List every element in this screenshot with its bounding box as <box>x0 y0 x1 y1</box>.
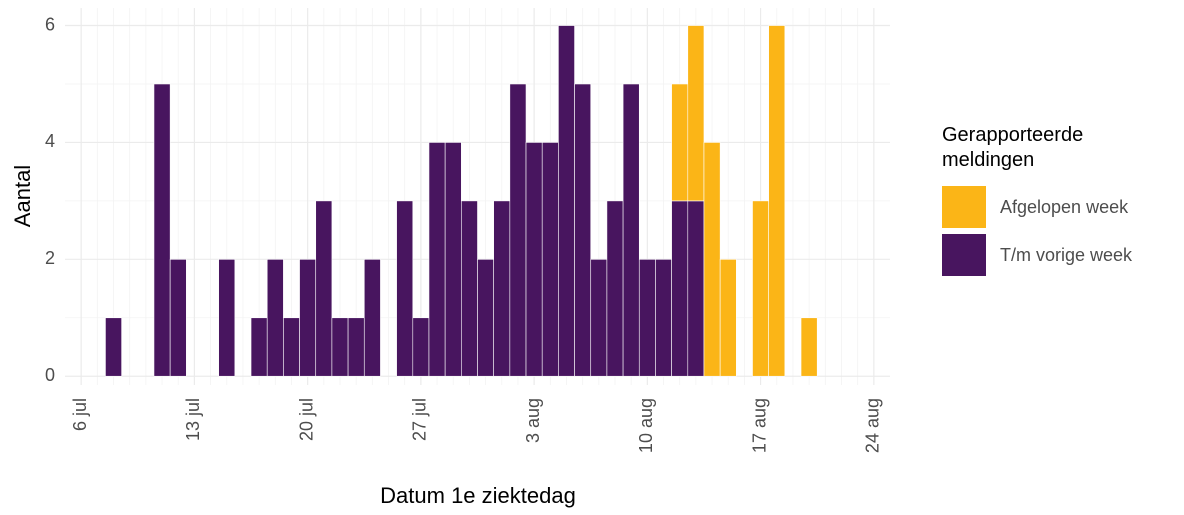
bar <box>266 259 284 377</box>
bar <box>315 200 333 377</box>
bar <box>444 142 462 377</box>
legend-key <box>942 186 986 228</box>
x-tick-label: 24 aug <box>863 398 883 453</box>
bar <box>655 259 672 377</box>
bar <box>169 259 187 377</box>
bar <box>671 200 689 377</box>
y-tick-label: 6 <box>45 14 55 34</box>
bar <box>428 142 446 377</box>
bar <box>153 83 171 377</box>
legend-label: Afgelopen week <box>1000 197 1129 217</box>
bar <box>768 25 786 377</box>
x-tick-label: 6 jul <box>70 398 90 431</box>
bar <box>412 317 430 377</box>
bar <box>493 200 511 377</box>
legend-title: Gerapporteerde meldingen <box>942 124 1083 171</box>
bar <box>105 317 122 377</box>
bar <box>590 259 608 377</box>
bar <box>347 317 365 377</box>
bar <box>331 317 349 377</box>
y-tick-label: 2 <box>45 248 55 268</box>
bar <box>574 83 592 377</box>
bar <box>541 142 559 377</box>
bar <box>525 142 543 377</box>
legend-key <box>942 234 986 276</box>
bar <box>396 200 414 377</box>
bar <box>363 259 381 377</box>
bar <box>509 83 527 377</box>
x-tick-label: 27 jul <box>410 398 430 441</box>
bar <box>283 317 300 377</box>
y-axis-title: Aantal <box>10 165 35 227</box>
bar <box>477 259 494 377</box>
bar <box>671 83 689 202</box>
bar <box>752 200 769 377</box>
bar <box>800 317 818 377</box>
bar <box>687 200 705 377</box>
bar <box>622 83 640 377</box>
y-tick-label: 4 <box>45 131 55 151</box>
x-tick-label: 13 jul <box>183 398 203 441</box>
bar <box>461 200 478 377</box>
bar <box>719 259 737 377</box>
x-tick-label: 3 aug <box>523 398 543 443</box>
bar <box>250 317 268 377</box>
x-tick-label: 20 jul <box>296 398 316 441</box>
y-tick-label: 0 <box>45 365 55 385</box>
x-tick-label: 17 aug <box>749 398 769 453</box>
bar <box>703 142 721 377</box>
legend-label: T/m vorige week <box>1000 245 1133 265</box>
bar <box>299 259 317 377</box>
bar <box>606 200 624 377</box>
bar <box>638 259 656 377</box>
x-tick-label: 10 aug <box>636 398 656 453</box>
bar <box>558 25 575 377</box>
x-axis-title: Datum 1e ziektedag <box>380 483 576 508</box>
bar <box>218 259 236 377</box>
bar <box>687 25 705 202</box>
